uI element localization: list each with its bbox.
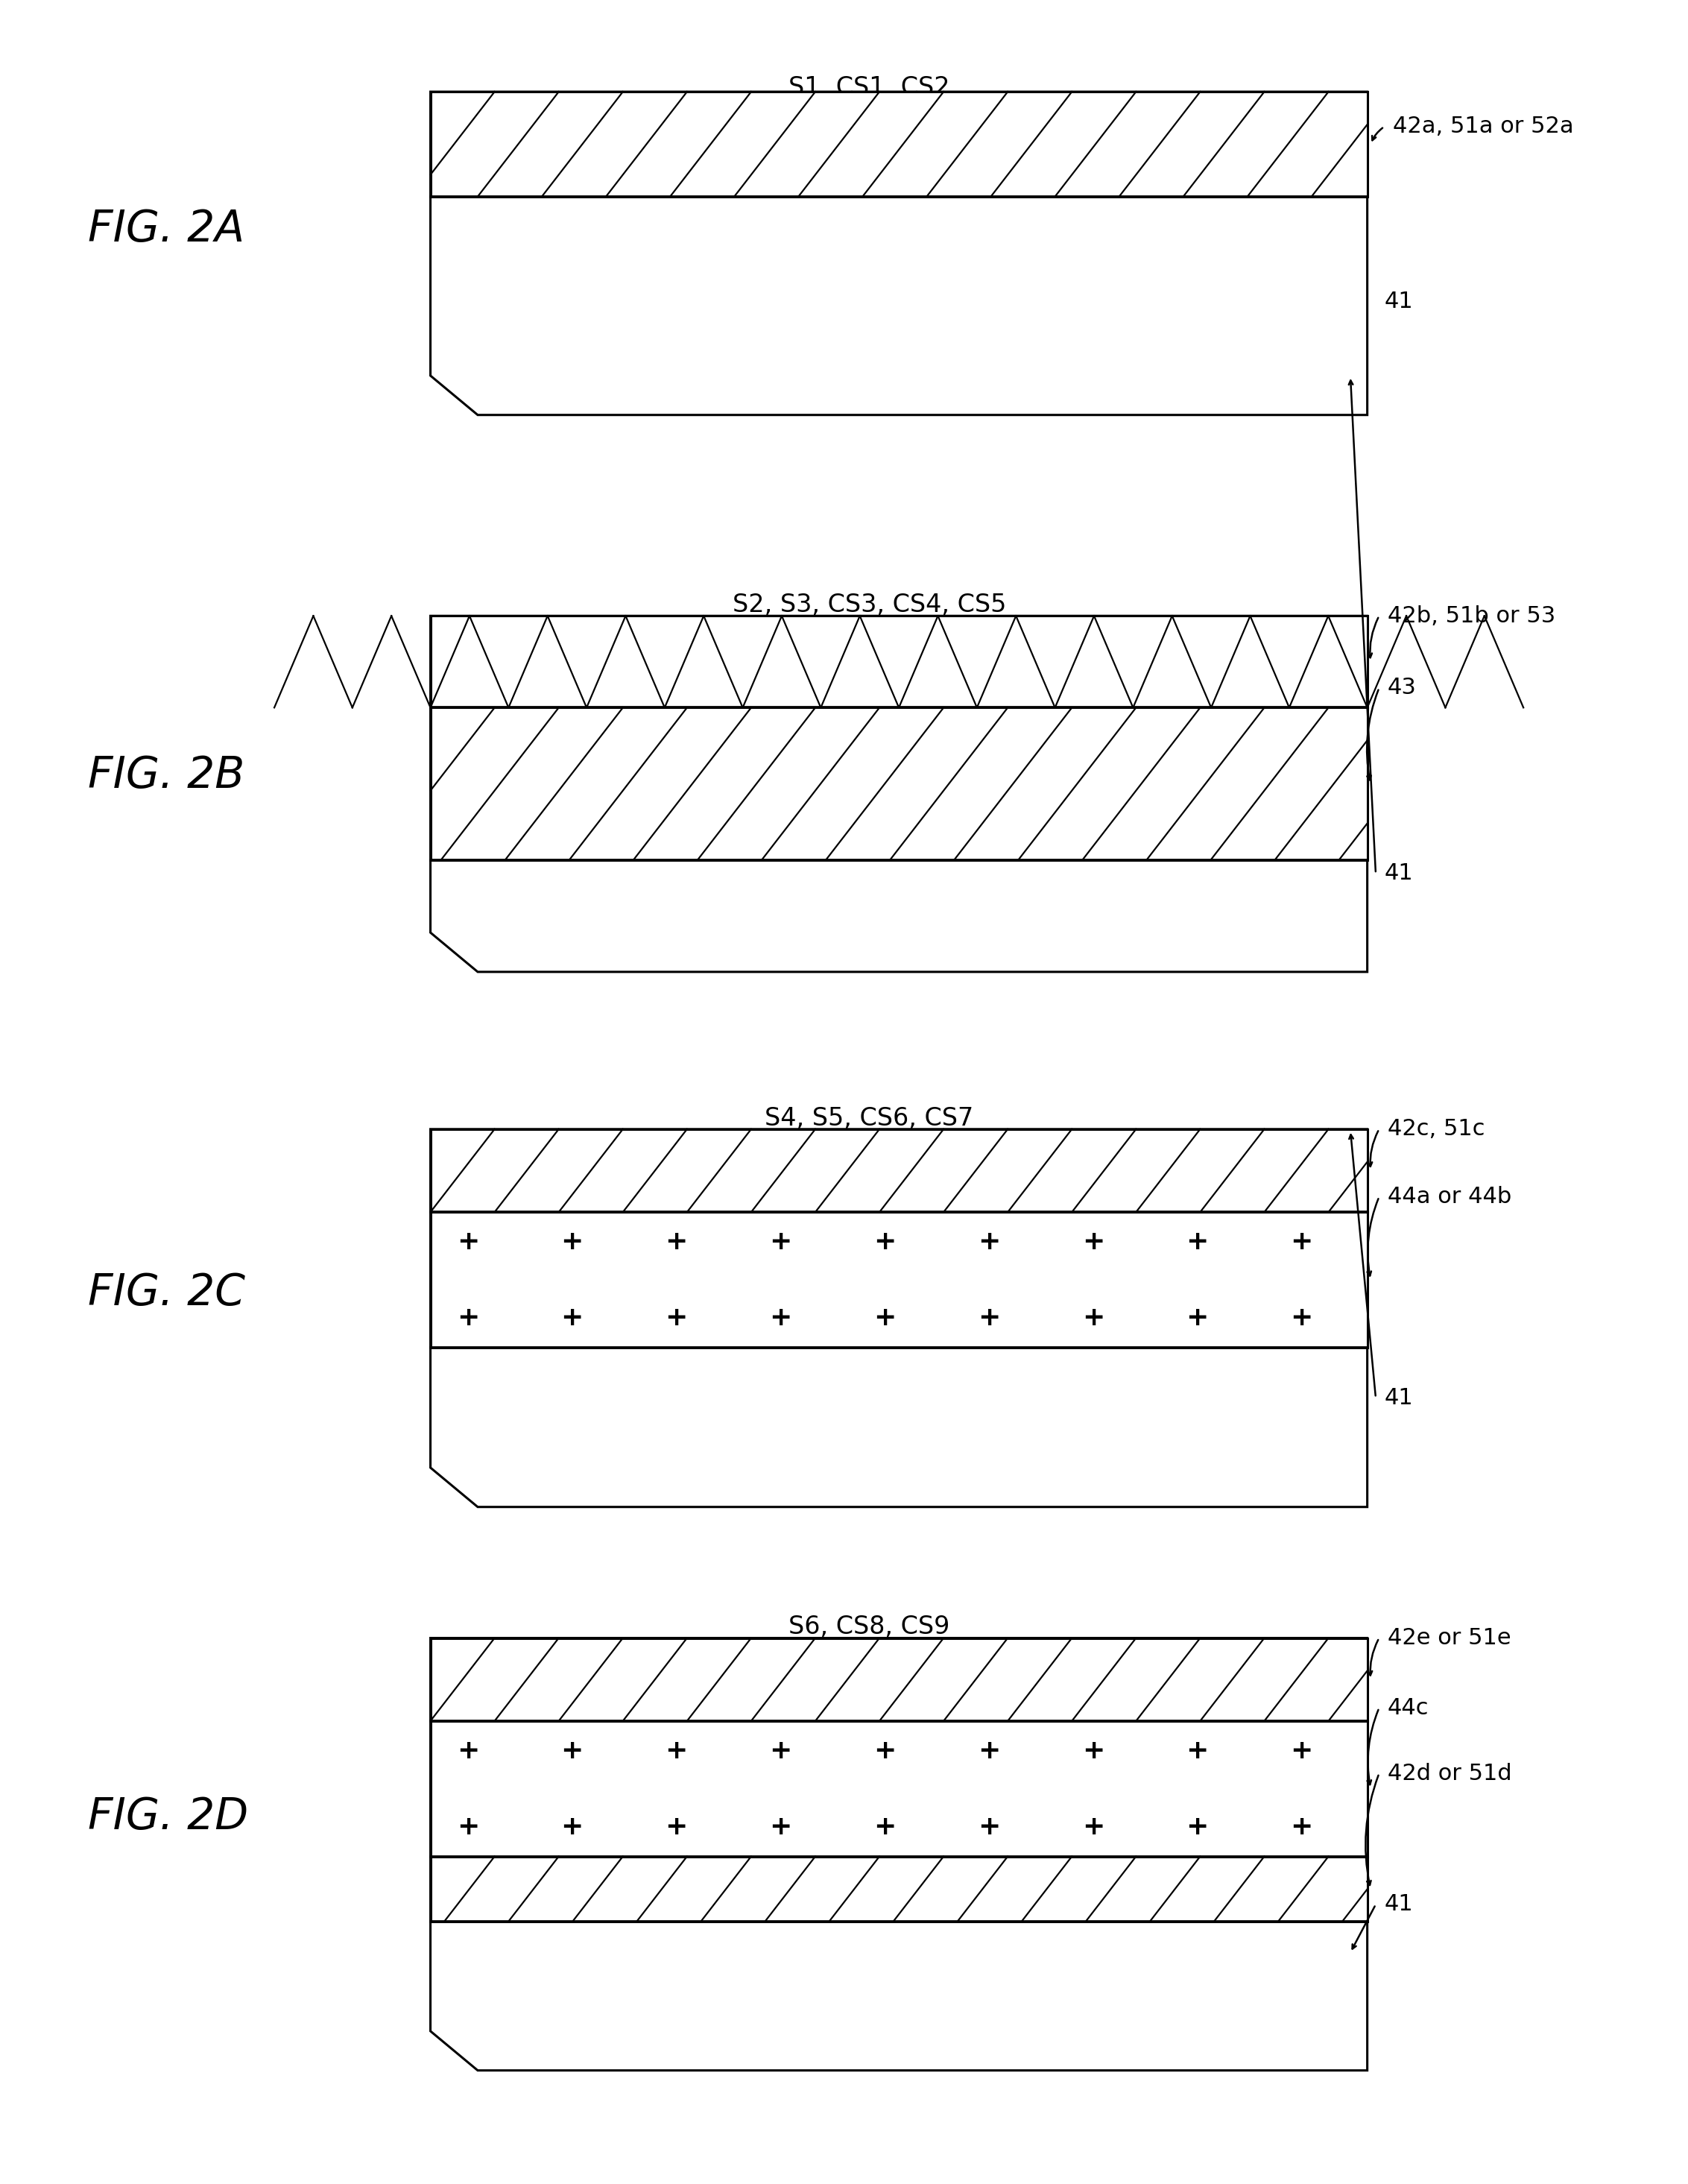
Polygon shape [430,616,1367,972]
Text: 44c: 44c [1388,1697,1430,1719]
Text: S2, S3, CS3, CS4, CS5: S2, S3, CS3, CS4, CS5 [733,592,1006,618]
Text: 42d or 51d: 42d or 51d [1388,1762,1512,1784]
Polygon shape [430,1129,1367,1212]
Text: +: + [560,1815,584,1839]
Text: FIG. 2A: FIG. 2A [88,207,245,251]
Text: 42b, 51b or 53: 42b, 51b or 53 [1388,605,1555,627]
Text: +: + [977,1738,1001,1762]
Text: +: + [1187,1230,1209,1254]
Text: +: + [770,1306,792,1330]
Text: +: + [977,1815,1001,1839]
Text: +: + [770,1738,792,1762]
Text: 42c, 51c: 42c, 51c [1388,1118,1485,1140]
Text: FIG. 2D: FIG. 2D [88,1795,248,1839]
Text: 42e or 51e: 42e or 51e [1388,1627,1511,1649]
Text: +: + [665,1815,687,1839]
Text: +: + [560,1230,584,1254]
Polygon shape [430,1721,1367,1856]
Text: 42a, 51a or 52a: 42a, 51a or 52a [1393,116,1573,138]
Text: +: + [1082,1230,1104,1254]
Text: 41: 41 [1384,863,1413,885]
Text: +: + [1290,1230,1313,1254]
Polygon shape [430,92,1367,415]
Text: +: + [456,1230,479,1254]
Text: +: + [456,1815,479,1839]
Text: +: + [1187,1738,1209,1762]
Polygon shape [430,92,1367,197]
Text: S4, S5, CS6, CS7: S4, S5, CS6, CS7 [765,1105,974,1131]
Polygon shape [430,616,1367,708]
Text: +: + [456,1738,479,1762]
Text: 41: 41 [1384,290,1413,312]
Text: +: + [560,1306,584,1330]
Text: 43: 43 [1388,677,1416,699]
Text: +: + [873,1815,896,1839]
Text: +: + [873,1306,896,1330]
Text: 41: 41 [1384,1894,1413,1915]
Text: 41: 41 [1384,1387,1413,1409]
Text: +: + [873,1738,896,1762]
Text: +: + [665,1230,687,1254]
Text: +: + [977,1306,1001,1330]
Text: 44a or 44b: 44a or 44b [1388,1186,1511,1208]
Text: FIG. 2B: FIG. 2B [88,753,245,797]
Text: FIG. 2C: FIG. 2C [88,1271,245,1315]
Text: +: + [1187,1306,1209,1330]
Polygon shape [430,1638,1367,2070]
Polygon shape [430,1638,1367,1721]
Text: +: + [1082,1306,1104,1330]
Text: +: + [560,1738,584,1762]
Polygon shape [430,1129,1367,1507]
Text: +: + [1290,1738,1313,1762]
Polygon shape [430,708,1367,860]
Text: +: + [770,1230,792,1254]
Text: +: + [1082,1815,1104,1839]
Text: +: + [977,1230,1001,1254]
Text: +: + [873,1230,896,1254]
Text: +: + [1187,1815,1209,1839]
Text: +: + [1290,1815,1313,1839]
Polygon shape [430,1856,1367,1922]
Text: +: + [770,1815,792,1839]
Polygon shape [430,616,1367,708]
Text: +: + [1290,1306,1313,1330]
Polygon shape [430,1212,1367,1348]
Text: S6, CS8, CS9: S6, CS8, CS9 [788,1614,950,1640]
Text: +: + [665,1738,687,1762]
Text: +: + [1082,1738,1104,1762]
Text: S1, CS1, CS2: S1, CS1, CS2 [788,74,950,100]
Text: +: + [456,1306,479,1330]
Text: +: + [665,1306,687,1330]
